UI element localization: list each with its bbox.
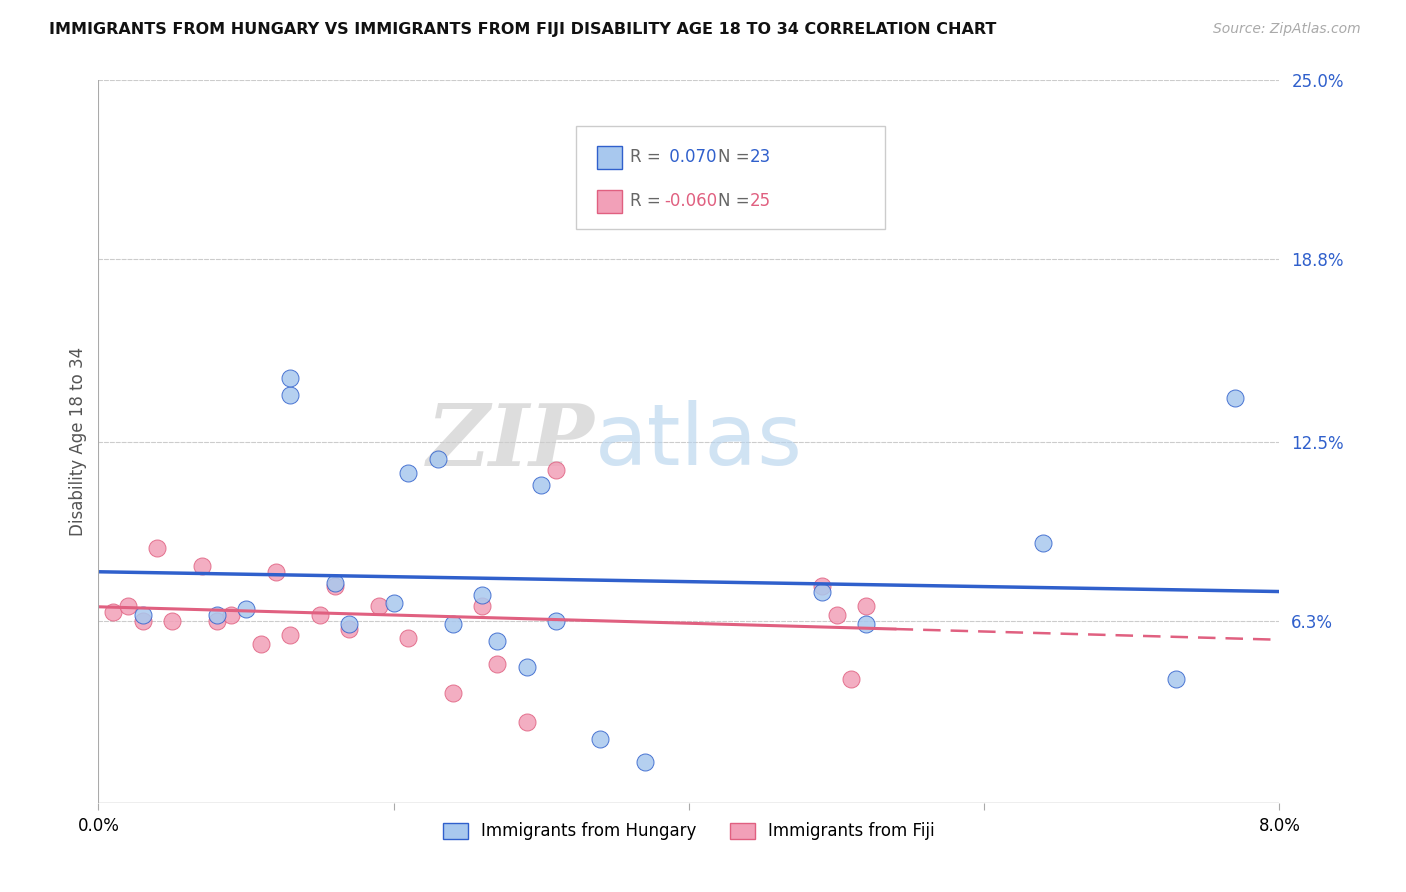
Point <box>516 714 538 729</box>
Point <box>398 467 420 481</box>
Point <box>323 576 346 591</box>
Text: IMMIGRANTS FROM HUNGARY VS IMMIGRANTS FROM FIJI DISABILITY AGE 18 TO 34 CORRELAT: IMMIGRANTS FROM HUNGARY VS IMMIGRANTS FR… <box>49 22 997 37</box>
Point <box>841 672 863 686</box>
Text: atlas: atlas <box>595 400 803 483</box>
Point <box>486 634 509 648</box>
Point <box>546 614 568 628</box>
Point <box>427 451 450 466</box>
Point <box>146 541 169 556</box>
Point <box>162 614 183 628</box>
Text: N =: N = <box>717 148 755 166</box>
Point <box>339 616 361 631</box>
Point <box>323 579 346 593</box>
Point <box>1032 535 1054 549</box>
Point <box>471 599 494 614</box>
Text: 0.070: 0.070 <box>664 148 717 166</box>
Point <box>486 657 509 671</box>
Point <box>855 599 877 614</box>
Text: -0.060: -0.060 <box>664 193 717 211</box>
Point <box>103 605 125 619</box>
Point <box>811 579 834 593</box>
Point <box>235 602 257 616</box>
Text: N =: N = <box>717 193 755 211</box>
Point <box>221 607 243 622</box>
Point <box>441 686 464 700</box>
Text: R =: R = <box>630 193 666 211</box>
Point <box>441 616 464 631</box>
Point <box>1225 391 1247 405</box>
Point <box>250 637 273 651</box>
Point <box>825 607 848 622</box>
Text: Source: ZipAtlas.com: Source: ZipAtlas.com <box>1213 22 1361 37</box>
Point <box>589 732 612 747</box>
Point <box>309 607 332 622</box>
Point <box>132 607 155 622</box>
Point <box>634 756 657 770</box>
Point <box>280 371 302 385</box>
Text: 23: 23 <box>749 148 772 166</box>
Point <box>280 388 302 402</box>
Text: 25: 25 <box>749 193 770 211</box>
Text: ZIP: ZIP <box>426 400 595 483</box>
Point <box>546 463 568 477</box>
Point <box>471 588 494 602</box>
Point <box>516 660 538 674</box>
Point <box>264 565 287 579</box>
Point <box>117 599 139 614</box>
Point <box>530 478 553 492</box>
Legend: Immigrants from Hungary, Immigrants from Fiji: Immigrants from Hungary, Immigrants from… <box>434 814 943 848</box>
Point <box>398 631 420 645</box>
Point <box>811 584 834 599</box>
Point <box>191 558 214 573</box>
Point <box>368 599 391 614</box>
Point <box>280 628 302 642</box>
Point <box>132 614 155 628</box>
Point <box>339 623 361 637</box>
Point <box>205 607 228 622</box>
Point <box>205 614 228 628</box>
Point <box>382 596 405 610</box>
Text: R =: R = <box>630 148 666 166</box>
Point <box>1166 672 1188 686</box>
Point <box>855 616 877 631</box>
Y-axis label: Disability Age 18 to 34: Disability Age 18 to 34 <box>69 347 87 536</box>
